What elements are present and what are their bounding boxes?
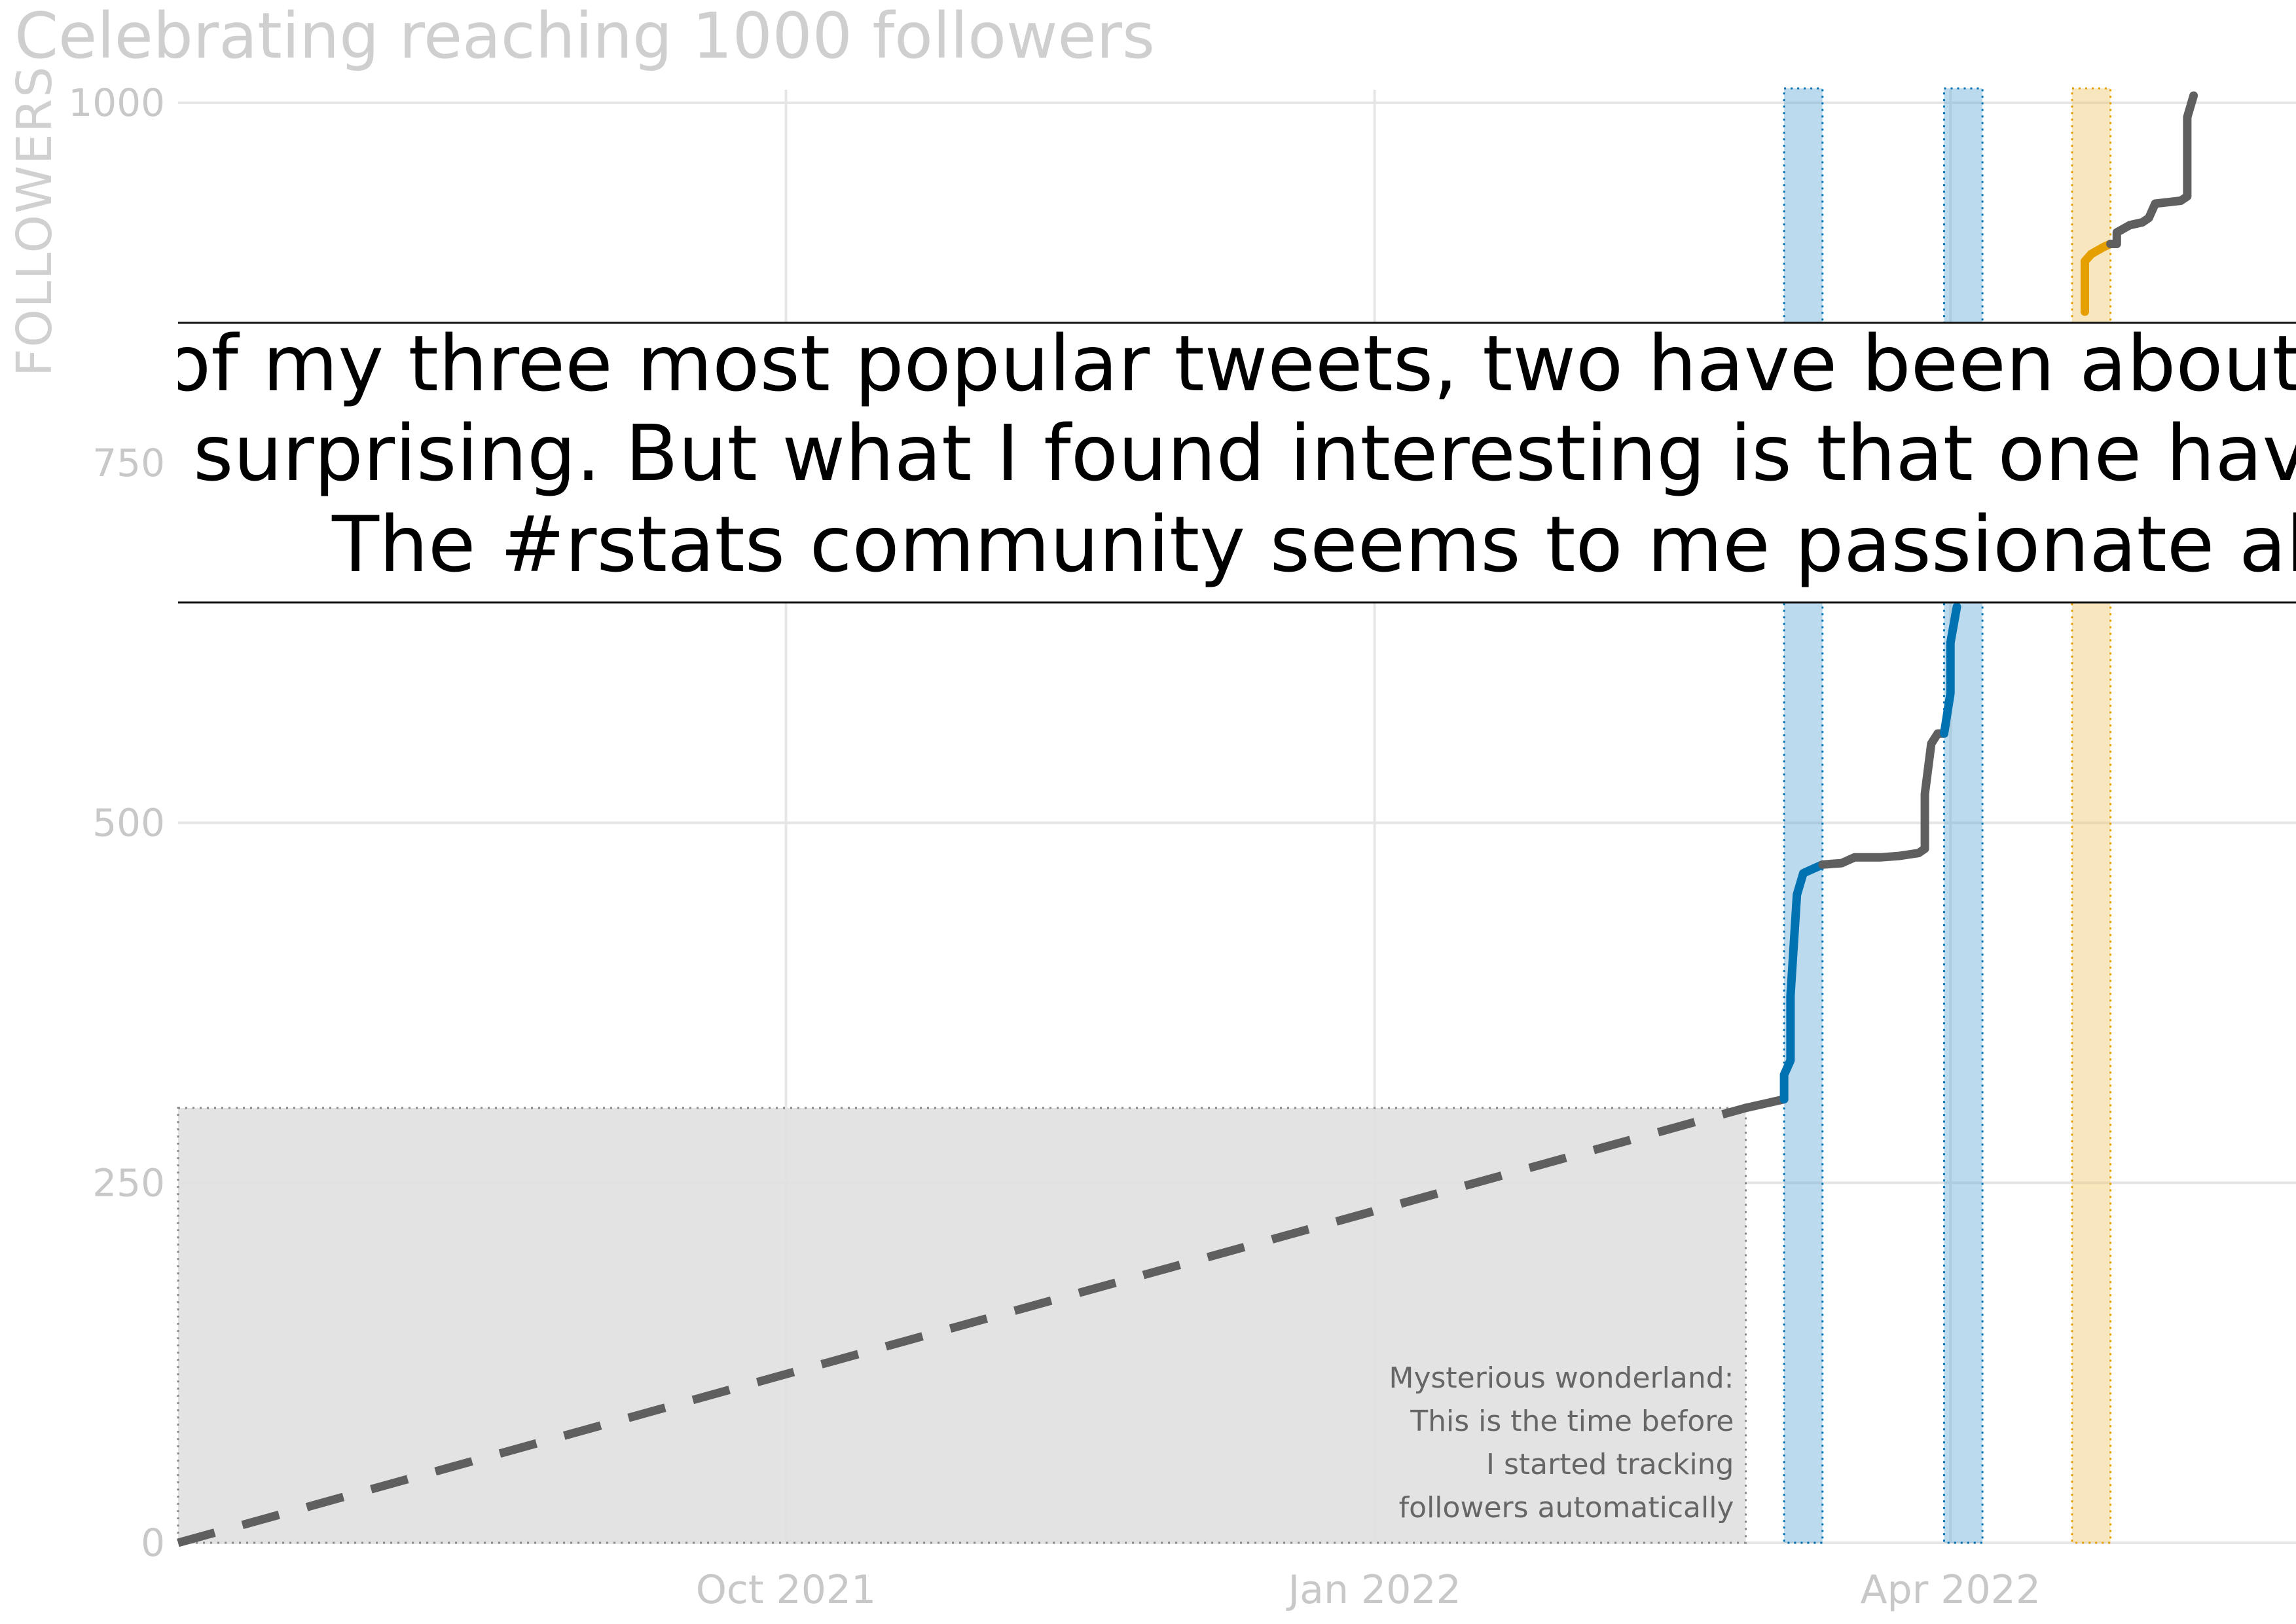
y-axis-label: FOLLOWERS <box>7 65 63 377</box>
quote-line: surprising. But what I found interesting… <box>193 408 2296 498</box>
y-tick-label: 250 <box>92 1160 165 1205</box>
x-tick-label: Jan 2022 <box>1285 1567 1461 1613</box>
highlight-band-blue <box>1784 88 1823 1543</box>
x-tick-label: Apr 2022 <box>1860 1567 2041 1613</box>
highlight-band-orange <box>2072 88 2111 1543</box>
x-tick-label: Oct 2021 <box>696 1567 877 1613</box>
untracked-annotation-line: Mysterious wonderland: <box>1389 1361 1734 1395</box>
quote-line: of my three most popular tweets, two hav… <box>164 318 2296 409</box>
y-tick-label: 1000 <box>68 81 165 125</box>
chart-title: Celebrating reaching 1000 followers <box>14 0 1155 73</box>
quote-layer: of my three most popular tweets, two hav… <box>164 318 2296 602</box>
highlight-band-blue <box>1944 88 1982 1543</box>
untracked-annotation-line: I started tracking <box>1486 1448 1734 1481</box>
untracked-annotation-line: This is the time before <box>1410 1405 1734 1438</box>
untracked-annotation-line: followers automatically <box>1399 1491 1734 1524</box>
quote-line: The #rstats community seems to me passio… <box>331 499 2296 589</box>
y-tick-label: 0 <box>141 1521 165 1565</box>
y-tick-label: 750 <box>92 441 165 485</box>
y-tick-label: 500 <box>92 801 165 845</box>
